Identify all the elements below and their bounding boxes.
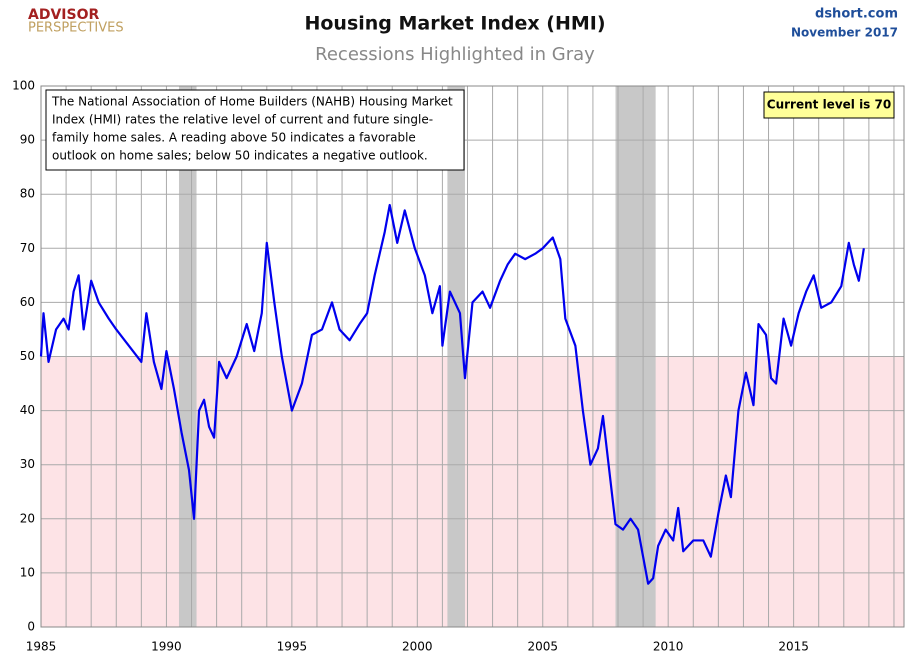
- date: November 2017: [791, 26, 898, 40]
- note: family home sales. A reading above 50 in…: [52, 131, 416, 145]
- x-tick-label: 2015: [778, 640, 809, 654]
- logo: PERSPECTIVES: [28, 21, 124, 36]
- x-tick-label: 2000: [402, 640, 433, 654]
- y-tick-label: 0: [27, 620, 35, 634]
- y-tick-label: 20: [20, 511, 35, 525]
- y-tick-label: 30: [20, 457, 35, 471]
- y-tick-label: 10: [20, 565, 35, 579]
- logo: ADVISOR: [28, 7, 99, 23]
- chart-subtitle: Recessions Highlighted in Gray: [315, 44, 595, 65]
- x-tick-label: 1995: [277, 640, 308, 654]
- source: dshort.com: [815, 7, 898, 22]
- y-tick-label: 100: [12, 79, 35, 93]
- note-box: [45, 89, 465, 171]
- x-tick-label: 2010: [653, 640, 684, 654]
- note: outlook on home sales; below 50 indicate…: [52, 149, 428, 163]
- callout-box: [763, 91, 895, 119]
- note: The National Association of Home Builder…: [51, 95, 453, 109]
- data-line: [39, 203, 865, 585]
- y-tick-label: 60: [20, 295, 35, 309]
- y-tick-label: 40: [20, 403, 35, 417]
- note: Index (HMI) rates the relative level of …: [52, 113, 433, 127]
- y-tick-label: 70: [20, 241, 35, 255]
- x-tick-label: 1985: [26, 640, 57, 654]
- y-tick-label: 80: [20, 187, 35, 201]
- callout: Current level is 70: [767, 98, 891, 112]
- x-tick-label: 1990: [151, 640, 182, 654]
- y-tick-label: 90: [20, 133, 35, 147]
- y-tick-label: 50: [20, 349, 35, 363]
- chart-title: Housing Market Index (HMI): [304, 13, 605, 35]
- threshold-zone: [41, 356, 904, 627]
- x-tick-label: 2005: [527, 640, 558, 654]
